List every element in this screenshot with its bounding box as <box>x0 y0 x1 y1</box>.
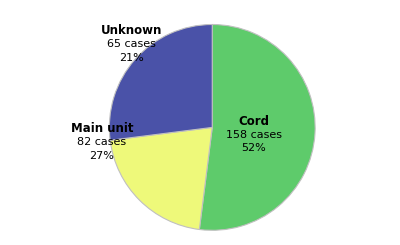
Wedge shape <box>199 24 315 230</box>
Text: 158 cases: 158 cases <box>226 130 282 140</box>
Text: Cord: Cord <box>238 115 270 128</box>
Wedge shape <box>110 127 212 230</box>
Text: 21%: 21% <box>119 53 144 62</box>
Text: 82 cases: 82 cases <box>78 137 126 147</box>
Text: Unknown: Unknown <box>101 24 162 37</box>
Text: Main unit: Main unit <box>71 122 133 135</box>
Text: 65 cases: 65 cases <box>107 39 156 49</box>
Text: 27%: 27% <box>90 151 114 160</box>
Text: 52%: 52% <box>242 143 266 153</box>
Wedge shape <box>109 24 212 140</box>
